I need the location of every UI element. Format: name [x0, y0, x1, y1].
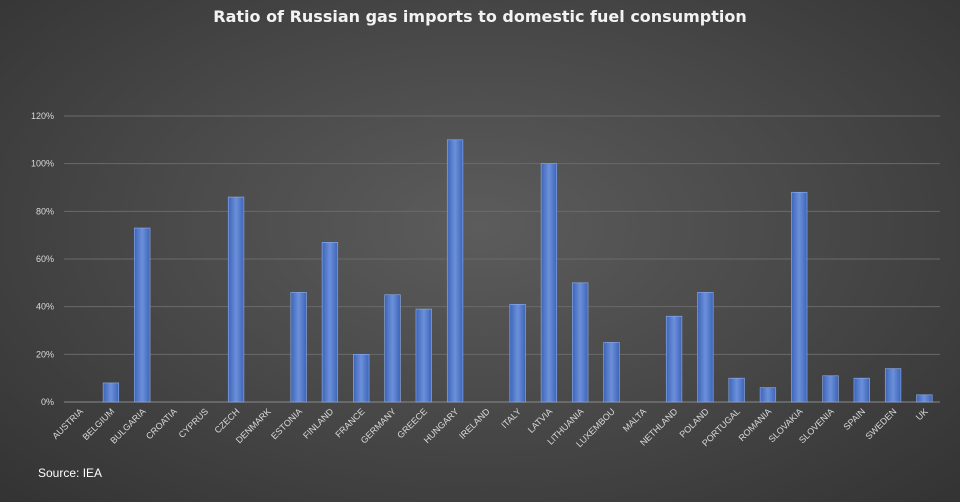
bar-spain	[853, 377, 870, 403]
chart-title: Ratio of Russian gas imports to domestic…	[213, 7, 746, 26]
x-tick-label: MALTA	[621, 406, 648, 433]
x-tick-label: LATVIA	[526, 406, 555, 435]
x-tick-label: UK	[914, 406, 930, 422]
bar-finland	[321, 242, 339, 403]
x-tick-label: IRELAND	[457, 406, 492, 441]
grid-lines	[64, 115, 940, 403]
y-tick-label: 80%	[36, 206, 54, 216]
bar-sweden	[884, 368, 902, 403]
x-tick-label: ESTONIA	[269, 406, 304, 441]
x-tick-label: AUSTRIA	[50, 406, 85, 441]
bar-uk	[916, 394, 933, 403]
bar-poland	[697, 292, 714, 403]
bar-portugal	[728, 377, 745, 403]
bar-france	[353, 354, 370, 403]
bar-nethland	[665, 315, 683, 403]
x-tick-label: CYPRUS	[177, 406, 211, 440]
x-tick-label: SPAIN	[842, 406, 868, 432]
bar-greece	[415, 308, 432, 403]
bar-estonia	[290, 292, 307, 403]
bar-germany	[384, 294, 401, 403]
bar-luxembou	[603, 342, 620, 403]
bar-lithuania	[572, 282, 589, 403]
y-tick-label: 40%	[36, 302, 54, 312]
source-note: Source: IEA	[38, 466, 102, 480]
bar-italy	[509, 303, 526, 403]
y-tick-label: 120%	[31, 111, 54, 121]
x-tick-label: FINLAND	[301, 406, 336, 441]
y-axis-tick-labels: 0% 20% 40% 60% 80% 100% 120%	[31, 111, 54, 407]
bar-romania	[759, 387, 777, 403]
bar-belgium	[102, 382, 120, 403]
bar-latvia	[540, 163, 558, 403]
bar-bulgaria	[134, 227, 151, 403]
y-tick-label: 20%	[36, 349, 54, 359]
bar-hungary	[446, 139, 464, 403]
y-tick-label: 100%	[31, 159, 54, 169]
bar-czech	[227, 196, 245, 403]
bars	[102, 139, 933, 403]
y-tick-label: 60%	[36, 254, 54, 264]
x-tick-label: CZECH	[212, 406, 241, 435]
x-tick-label: ITALY	[499, 406, 523, 430]
bar-slovakia	[791, 191, 808, 403]
x-tick-label: SWEDEN	[863, 406, 898, 441]
x-tick-label: CROATIA	[144, 406, 179, 441]
bar-slovenia	[822, 375, 839, 403]
y-tick-label: 0%	[41, 397, 54, 407]
